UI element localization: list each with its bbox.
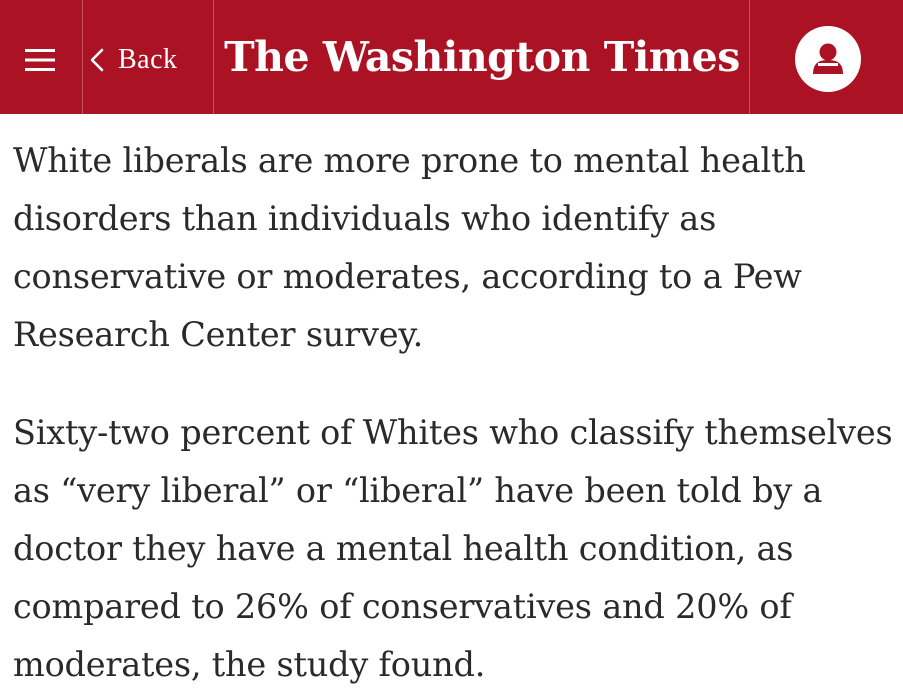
menu-button[interactable] <box>10 30 70 90</box>
header-divider <box>749 0 750 114</box>
article-body: White liberals are more prone to mental … <box>13 114 893 694</box>
chevron-left-icon <box>90 48 104 72</box>
account-button[interactable] <box>795 26 861 92</box>
hamburger-menu-icon <box>25 49 55 71</box>
article-paragraph: White liberals are more prone to mental … <box>13 141 806 354</box>
top-navigation-bar: Back The Washington Times <box>0 0 903 114</box>
site-logo[interactable]: The Washington Times <box>224 33 740 81</box>
article-paragraph: Sixty-two percent of Whites who classify… <box>13 413 893 684</box>
user-account-icon <box>813 43 843 74</box>
back-button[interactable]: Back <box>90 30 208 90</box>
header-divider <box>213 0 214 114</box>
header-divider <box>82 0 83 114</box>
back-label: Back <box>118 44 178 75</box>
